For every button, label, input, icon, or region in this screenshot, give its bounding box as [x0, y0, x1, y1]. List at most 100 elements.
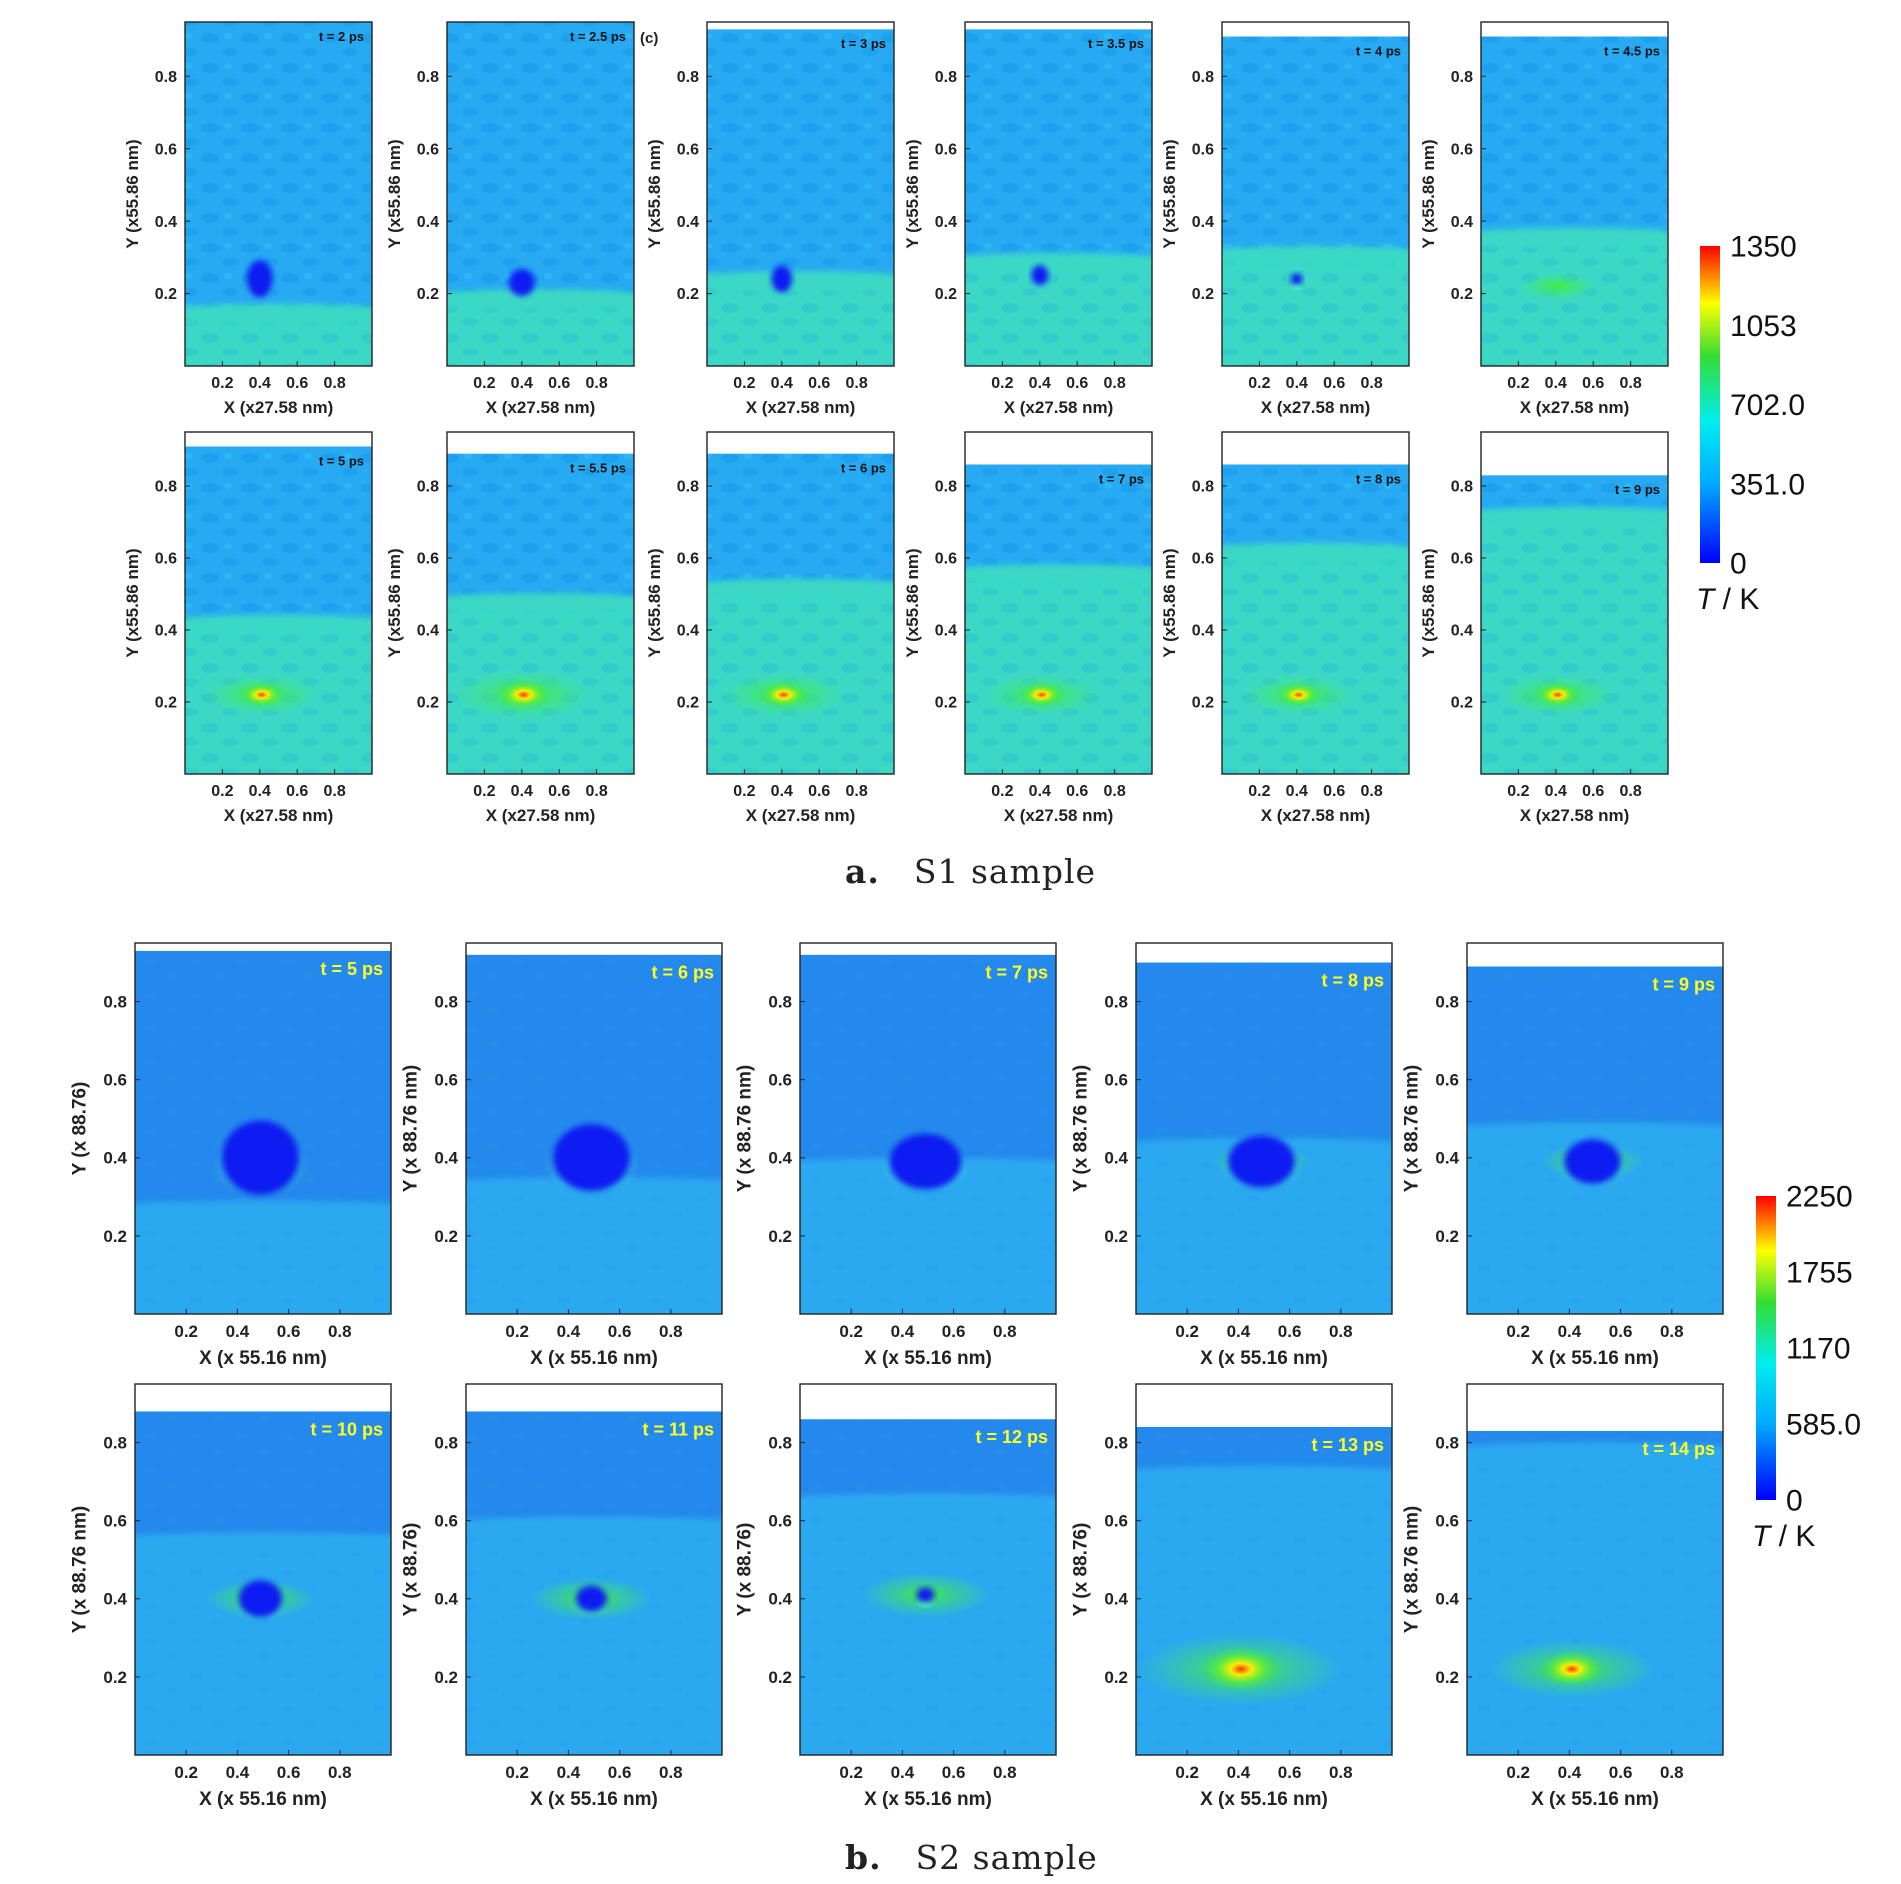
y-tick-label: 0.4 [768, 1590, 792, 1609]
plot-frame [799, 1383, 1057, 1756]
x-tick-label: 0.8 [1103, 375, 1125, 392]
x-tick-label: 0.8 [845, 375, 867, 392]
x-tick-label: 0.4 [891, 1322, 915, 1341]
vacuum-region [1136, 1384, 1392, 1427]
x-tick-label: 0.8 [1360, 375, 1382, 392]
y-tick-label: 0.6 [155, 551, 177, 568]
cool-region-texture [185, 22, 372, 312]
colorbar-tick-label: 1755 [1786, 1257, 1853, 1290]
vacuum-region [707, 22, 894, 30]
x-tick-label: 0.2 [211, 783, 233, 800]
panel-b-6: 0.2 0.4 0.6 0.80.20.40.60.8X (x 55.16 nm)Y … [70, 1383, 392, 1810]
y-tick-label: 0.8 [155, 479, 177, 496]
y-tick-label: 0.8 [155, 69, 177, 86]
panel-a-7: 0.2 0.4 0.6 0.8 0.2 0.4 0.6 0.8 X (x27.58 nm) Y (… [123, 431, 373, 825]
temperature-field [800, 943, 1056, 1314]
warm-region-texture [965, 572, 1152, 774]
time-label: t = 9 ps [1652, 974, 1715, 994]
x-tick-label: 0.6 [277, 1763, 301, 1782]
hot-spot [1538, 1650, 1606, 1688]
x-tick-label: 0.4 [1286, 375, 1308, 392]
caption-a: a. S1 sample [845, 852, 1096, 891]
temperature-field [1481, 22, 1668, 366]
y-tick-label: 0.8 [103, 993, 127, 1012]
melt-front [135, 1532, 391, 1553]
x-tick-label: 0.4 [1227, 1322, 1251, 1341]
warm-region-texture [1481, 514, 1668, 774]
y-tick-label: 0.4 [1435, 1590, 1459, 1609]
melt-front [707, 578, 894, 599]
colorbar-tick-label: 0 [1786, 1485, 1803, 1518]
void-core [238, 1580, 283, 1618]
melt-front [965, 252, 1152, 273]
temperature-field [466, 1384, 722, 1755]
temperature-field [1467, 1384, 1723, 1755]
melt-front [965, 564, 1152, 585]
hot-spot [1018, 681, 1065, 708]
temperature-field [447, 432, 634, 774]
panel-marker: (c) [640, 30, 658, 47]
warm-region-texture [1467, 1450, 1723, 1755]
x-tick-label: 0.6 [1582, 783, 1604, 800]
plot-frame [964, 431, 1153, 775]
x-tick-label: 0.4 [771, 375, 793, 392]
y-tick-label: 0.4 [677, 623, 699, 640]
y-axis-label: Y (x 88.76 nm) [1402, 1506, 1423, 1633]
vacuum-region [1136, 943, 1392, 963]
y-tick-label: 0.2 [434, 1668, 458, 1687]
x-axis-label: X (x 55.16 nm) [864, 1348, 992, 1369]
y-tick-label: 0.4 [1435, 1149, 1459, 1168]
cool-region-texture [707, 453, 894, 587]
x-tick-label: 0.2 [1175, 1763, 1199, 1782]
cool-region-texture [1481, 36, 1668, 236]
vacuum-region [965, 432, 1152, 465]
x-axis-label: X (x27.58 nm) [486, 398, 596, 417]
plot-frame [184, 431, 373, 775]
caption-a-letter: a. [845, 852, 880, 891]
temperature-field [447, 22, 634, 366]
temperature-field [1222, 22, 1409, 366]
warm-region-texture [1222, 253, 1409, 366]
y-tick-label: 0.4 [1451, 623, 1473, 640]
time-label: t = 7 ps [1099, 471, 1144, 486]
time-label: t = 8 ps [1321, 971, 1384, 991]
vacuum-region [1222, 432, 1409, 465]
x-axis-label: X (x27.58 nm) [1261, 398, 1371, 417]
melt-front [1222, 245, 1409, 266]
warm-region-texture [707, 279, 894, 366]
panel-a-4: 0.2 0.4 0.6 0.8 0.2 0.4 0.6 0.8 X (x27.58 nm) Y (… [903, 21, 1153, 417]
x-tick-label: 0.8 [585, 375, 607, 392]
y-axis-label: Y (x 88.76) [735, 1523, 756, 1617]
x-tick-label: 0.6 [548, 375, 570, 392]
temperature-field [965, 22, 1152, 366]
x-axis-label: X (x27.58 nm) [1520, 806, 1630, 825]
x-tick-label: 0.6 [1323, 375, 1345, 392]
y-tick-label: 0.8 [677, 479, 699, 496]
cool-region-texture [1136, 962, 1392, 1147]
temperature-field [800, 1384, 1056, 1755]
melt-front [707, 271, 894, 292]
panel-a-9: 0.2 0.4 0.6 0.8 0.2 0.4 0.6 0.8 X (x27.58 nm) Y (… [645, 431, 895, 825]
x-tick-label: 0.8 [1103, 783, 1125, 800]
y-tick-label: 0.2 [417, 286, 439, 303]
warm-region-texture [800, 1501, 1056, 1755]
x-tick-label: 0.2 [733, 375, 755, 392]
time-label: t = 3.5 ps [1088, 36, 1144, 51]
x-tick-label: 0.6 [1323, 783, 1345, 800]
vacuum-region [447, 432, 634, 454]
x-tick-label: 0.6 [1066, 783, 1088, 800]
y-axis-label: Y (x 88.76 nm) [1071, 1065, 1092, 1192]
x-tick-label: 0.2 [211, 375, 233, 392]
y-axis-label: Y (x55.86 nm) [1160, 139, 1179, 248]
void-core [553, 1124, 630, 1192]
time-label: t = 6 ps [841, 461, 886, 476]
y-tick-label: 0.2 [434, 1227, 458, 1246]
y-tick-label: 0.6 [768, 1512, 792, 1531]
vacuum-region [1481, 432, 1668, 476]
panel-a-10: 0.2 0.4 0.6 0.8 0.2 0.4 0.6 0.8 X (x27.58 nm) Y (… [903, 431, 1153, 825]
x-tick-label: 0.4 [226, 1322, 250, 1341]
time-label: t = 13 ps [1311, 1435, 1384, 1455]
x-axis-label: X (x27.58 nm) [224, 398, 334, 417]
plot-frame [1466, 942, 1724, 1315]
x-tick-label: 0.8 [1360, 783, 1382, 800]
